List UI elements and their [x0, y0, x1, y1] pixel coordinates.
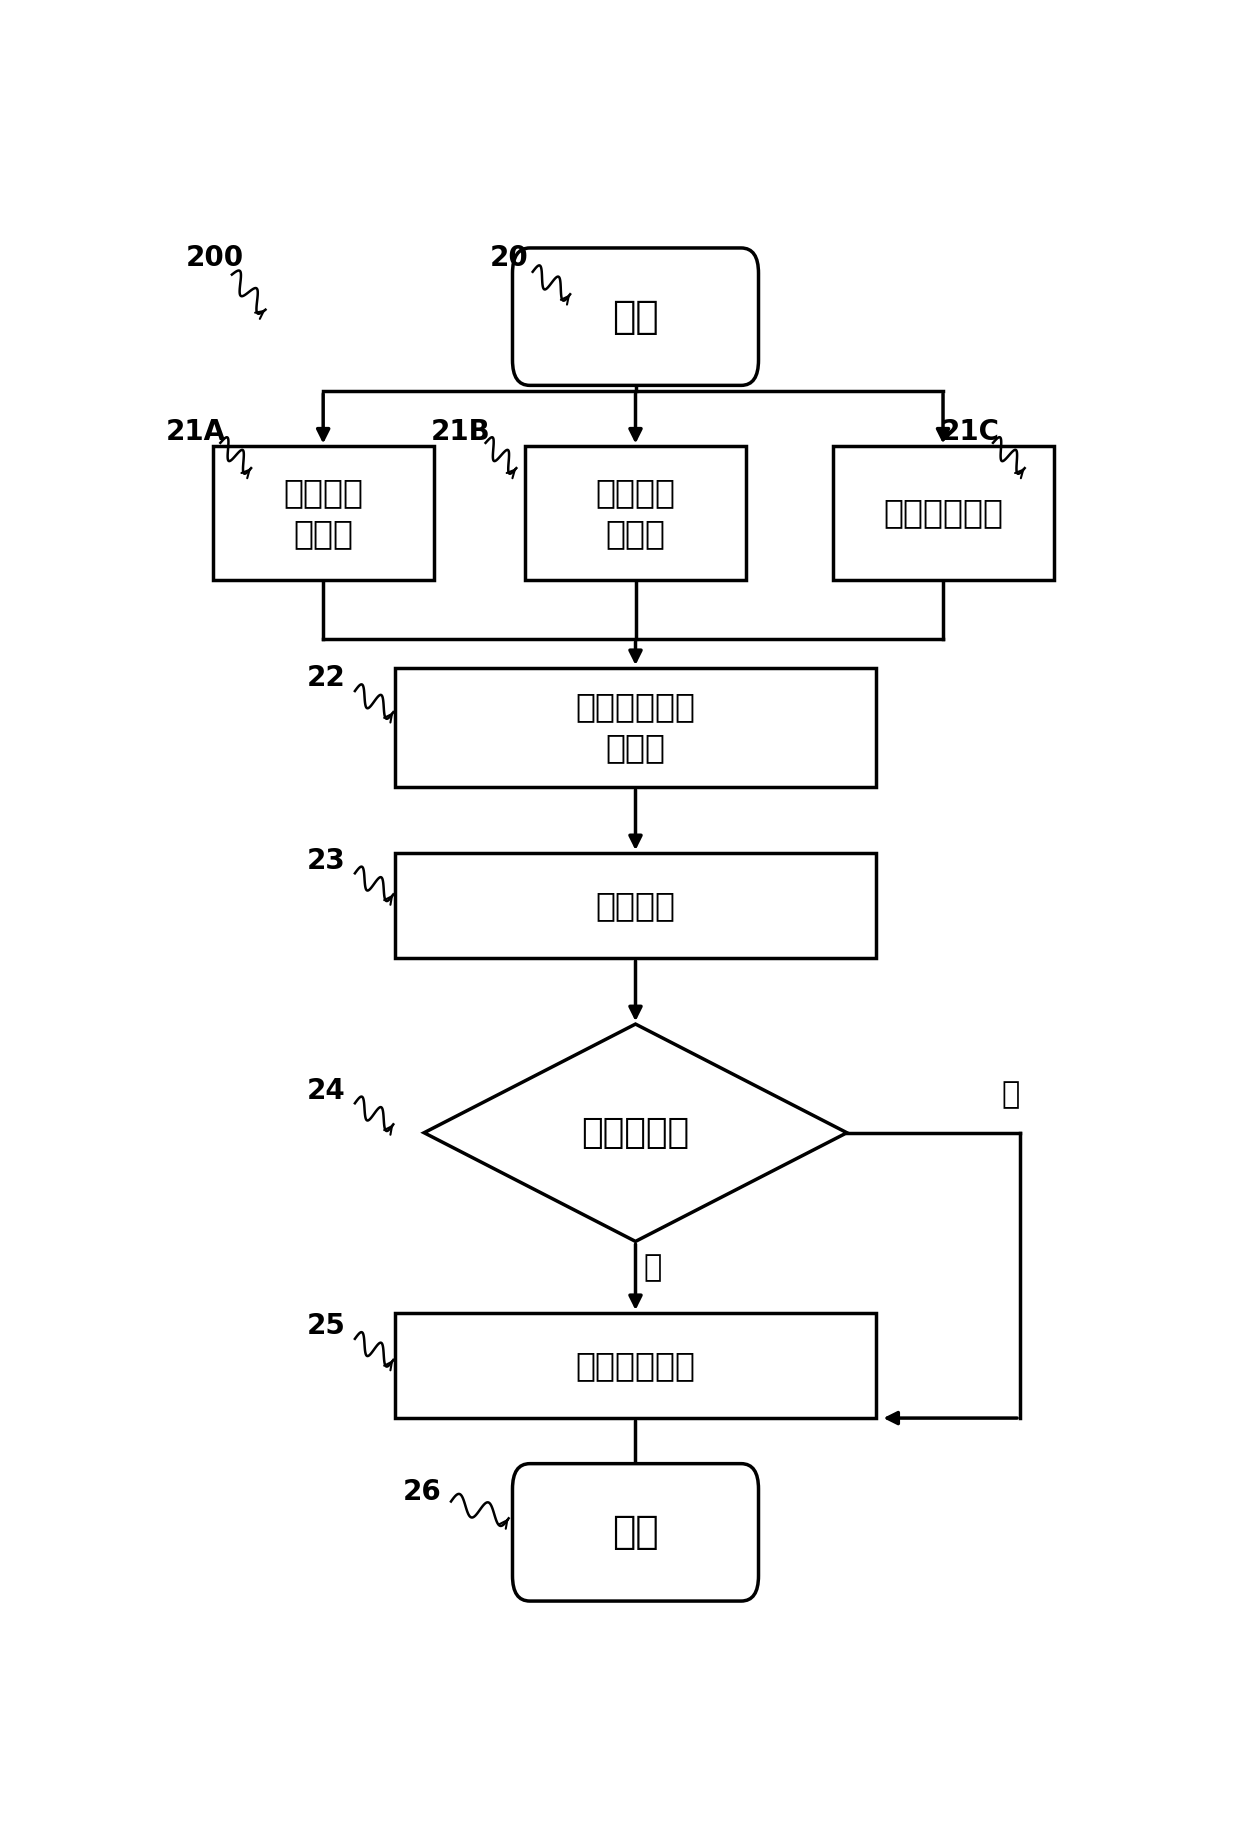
Text: 23: 23 [306, 847, 346, 874]
Text: 21A: 21A [165, 417, 226, 446]
Text: 确定第一滤波
的电流: 确定第一滤波 的电流 [575, 690, 696, 765]
Text: 200: 200 [186, 244, 243, 271]
Text: 21B: 21B [430, 417, 491, 446]
Text: 20: 20 [490, 244, 528, 271]
Bar [396, 668, 875, 787]
Bar [396, 1313, 875, 1419]
Bar [213, 446, 434, 579]
Bar [525, 446, 746, 579]
Text: 是: 是 [1001, 1080, 1019, 1109]
Bar [832, 446, 1054, 579]
Bar [396, 852, 875, 958]
FancyBboxPatch shape [512, 248, 759, 386]
Text: 26: 26 [403, 1477, 441, 1506]
Polygon shape [424, 1023, 847, 1242]
Text: 开始: 开始 [613, 297, 658, 335]
Text: 确定第一
相电流: 确定第一 相电流 [283, 475, 363, 550]
Text: 发出故障信号: 发出故障信号 [575, 1349, 696, 1382]
Text: 22: 22 [306, 665, 346, 692]
Text: 24: 24 [306, 1076, 346, 1105]
Text: 确定第二
相电流: 确定第二 相电流 [595, 475, 676, 550]
Text: 25: 25 [306, 1313, 346, 1340]
Text: 21C: 21C [940, 417, 999, 446]
Text: 停止: 停止 [613, 1513, 658, 1551]
FancyBboxPatch shape [512, 1464, 759, 1601]
Text: 确定方向: 确定方向 [595, 889, 676, 921]
Text: 确定零序电流: 确定零序电流 [883, 497, 1003, 530]
Text: 否: 否 [644, 1253, 662, 1282]
Text: 相同方向？: 相同方向？ [582, 1116, 689, 1149]
